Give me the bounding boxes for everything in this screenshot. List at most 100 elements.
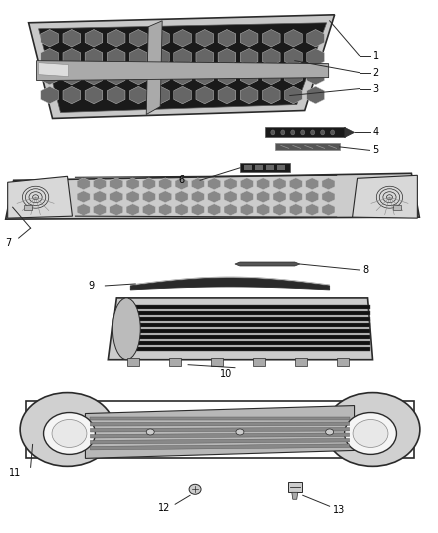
Polygon shape	[196, 29, 214, 47]
Polygon shape	[107, 49, 125, 66]
Ellipse shape	[112, 298, 140, 360]
Polygon shape	[8, 176, 72, 218]
Text: 8: 8	[363, 265, 369, 275]
Ellipse shape	[311, 130, 314, 135]
Polygon shape	[41, 86, 59, 104]
Polygon shape	[110, 204, 123, 216]
Polygon shape	[307, 86, 325, 104]
Polygon shape	[273, 178, 286, 190]
Polygon shape	[307, 29, 325, 47]
Polygon shape	[152, 86, 169, 104]
Polygon shape	[63, 49, 81, 66]
Polygon shape	[39, 63, 68, 77]
Polygon shape	[345, 127, 355, 138]
Polygon shape	[142, 204, 155, 216]
Polygon shape	[196, 86, 214, 104]
Polygon shape	[196, 67, 214, 85]
Polygon shape	[307, 67, 325, 85]
Polygon shape	[273, 204, 286, 216]
Text: 1: 1	[372, 51, 378, 61]
Polygon shape	[240, 67, 258, 85]
Polygon shape	[240, 163, 290, 172]
Bar	[211, 358, 223, 366]
Ellipse shape	[146, 429, 154, 435]
Polygon shape	[108, 298, 372, 360]
Polygon shape	[257, 191, 270, 203]
Polygon shape	[159, 191, 172, 203]
Polygon shape	[159, 204, 172, 216]
Polygon shape	[174, 29, 191, 47]
Polygon shape	[85, 86, 103, 104]
Polygon shape	[285, 29, 302, 47]
Polygon shape	[218, 86, 236, 104]
Text: 6: 6	[178, 175, 184, 185]
Polygon shape	[41, 49, 59, 66]
Polygon shape	[307, 49, 325, 66]
Polygon shape	[130, 67, 147, 85]
Polygon shape	[218, 49, 236, 66]
Text: 4: 4	[372, 127, 378, 138]
Text: 5: 5	[372, 146, 379, 155]
Polygon shape	[306, 191, 318, 203]
Ellipse shape	[301, 130, 305, 135]
Polygon shape	[208, 204, 221, 216]
Polygon shape	[306, 204, 318, 216]
Polygon shape	[118, 323, 370, 327]
Polygon shape	[262, 86, 280, 104]
Polygon shape	[152, 29, 169, 47]
Polygon shape	[174, 67, 191, 85]
Polygon shape	[63, 29, 81, 47]
Ellipse shape	[43, 413, 95, 455]
Polygon shape	[224, 178, 237, 190]
Ellipse shape	[353, 419, 388, 447]
Polygon shape	[142, 178, 155, 190]
Polygon shape	[175, 204, 188, 216]
Polygon shape	[90, 427, 350, 432]
Polygon shape	[39, 23, 327, 112]
Polygon shape	[224, 204, 237, 216]
Polygon shape	[292, 492, 298, 499]
Polygon shape	[174, 49, 191, 66]
Polygon shape	[218, 67, 236, 85]
Polygon shape	[208, 178, 221, 190]
Polygon shape	[235, 262, 300, 266]
Text: 3: 3	[372, 84, 378, 94]
Polygon shape	[240, 178, 253, 190]
Ellipse shape	[326, 429, 334, 435]
Polygon shape	[191, 191, 205, 203]
Text: 10: 10	[220, 369, 232, 378]
Polygon shape	[191, 178, 205, 190]
Polygon shape	[322, 204, 335, 216]
Polygon shape	[353, 175, 417, 218]
Bar	[266, 165, 274, 171]
Polygon shape	[240, 86, 258, 104]
Polygon shape	[77, 178, 90, 190]
Bar	[277, 165, 285, 171]
Polygon shape	[152, 67, 169, 85]
Text: 2: 2	[372, 68, 379, 78]
Polygon shape	[107, 67, 125, 85]
Polygon shape	[110, 191, 123, 203]
Polygon shape	[240, 29, 258, 47]
Polygon shape	[107, 29, 125, 47]
Polygon shape	[118, 341, 370, 345]
Polygon shape	[41, 29, 59, 47]
Polygon shape	[262, 67, 280, 85]
Polygon shape	[118, 311, 370, 315]
Polygon shape	[240, 49, 258, 66]
Ellipse shape	[271, 130, 275, 135]
Bar	[255, 165, 263, 171]
Bar	[24, 205, 32, 210]
Ellipse shape	[345, 413, 396, 455]
Polygon shape	[93, 204, 106, 216]
Polygon shape	[224, 191, 237, 203]
Polygon shape	[126, 191, 139, 203]
Polygon shape	[118, 305, 370, 309]
Bar	[127, 358, 139, 366]
Polygon shape	[322, 191, 335, 203]
Ellipse shape	[52, 419, 87, 447]
Text: 7: 7	[6, 238, 12, 248]
Polygon shape	[191, 204, 205, 216]
Polygon shape	[265, 127, 345, 138]
Polygon shape	[90, 439, 350, 444]
